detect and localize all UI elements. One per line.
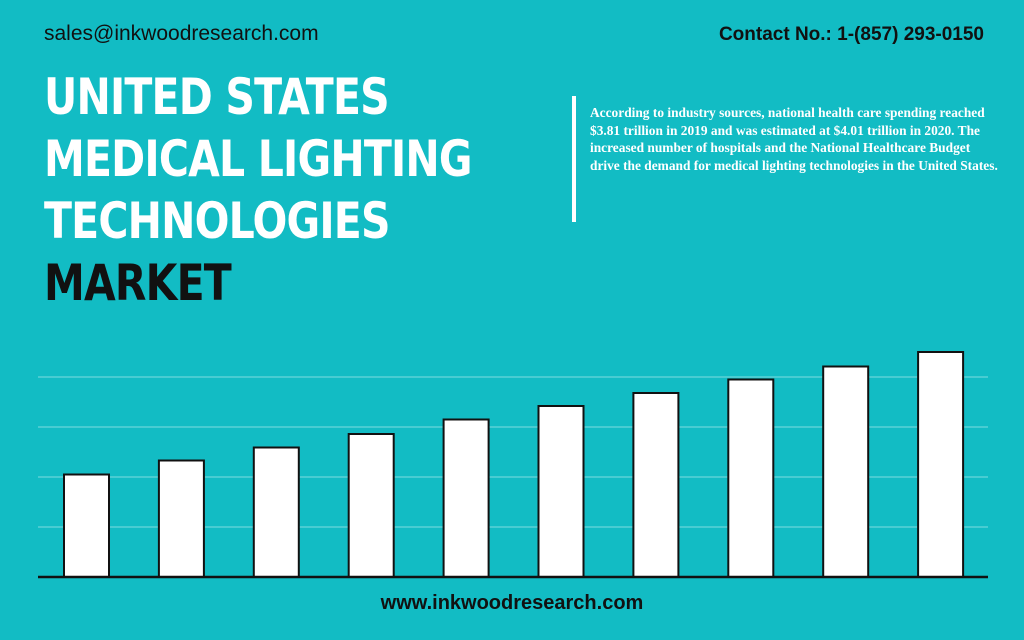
bar-2 bbox=[157, 459, 205, 578]
title-line-2: MEDICAL LIGHTING bbox=[44, 130, 473, 188]
bar-7 bbox=[632, 392, 680, 578]
contact-number: Contact No.: 1-(857) 293-0150 bbox=[718, 24, 984, 45]
bar-6 bbox=[537, 405, 585, 578]
bar-1 bbox=[63, 473, 110, 578]
page-title: UNITED STATES MEDICAL LIGHTING TECHNOLOG… bbox=[44, 66, 473, 314]
title-line-3: TECHNOLOGIES bbox=[44, 192, 390, 250]
bar-5 bbox=[442, 418, 490, 578]
website-link[interactable]: www.inkwoodresearch.com bbox=[380, 592, 644, 614]
bar-8 bbox=[727, 378, 775, 578]
bar-3 bbox=[252, 446, 300, 578]
market-description: According to industry sources, national … bbox=[590, 105, 998, 173]
title-line-4: MARKET bbox=[44, 254, 232, 312]
description-accent-bar bbox=[572, 96, 576, 222]
email-address[interactable]: sales@inkwoodresearch.com bbox=[44, 22, 319, 45]
bar-chart bbox=[38, 351, 988, 579]
bar-9 bbox=[822, 365, 870, 578]
bar-10 bbox=[917, 351, 965, 578]
title-line-1: UNITED STATES bbox=[44, 68, 390, 126]
bar-4 bbox=[347, 433, 395, 578]
